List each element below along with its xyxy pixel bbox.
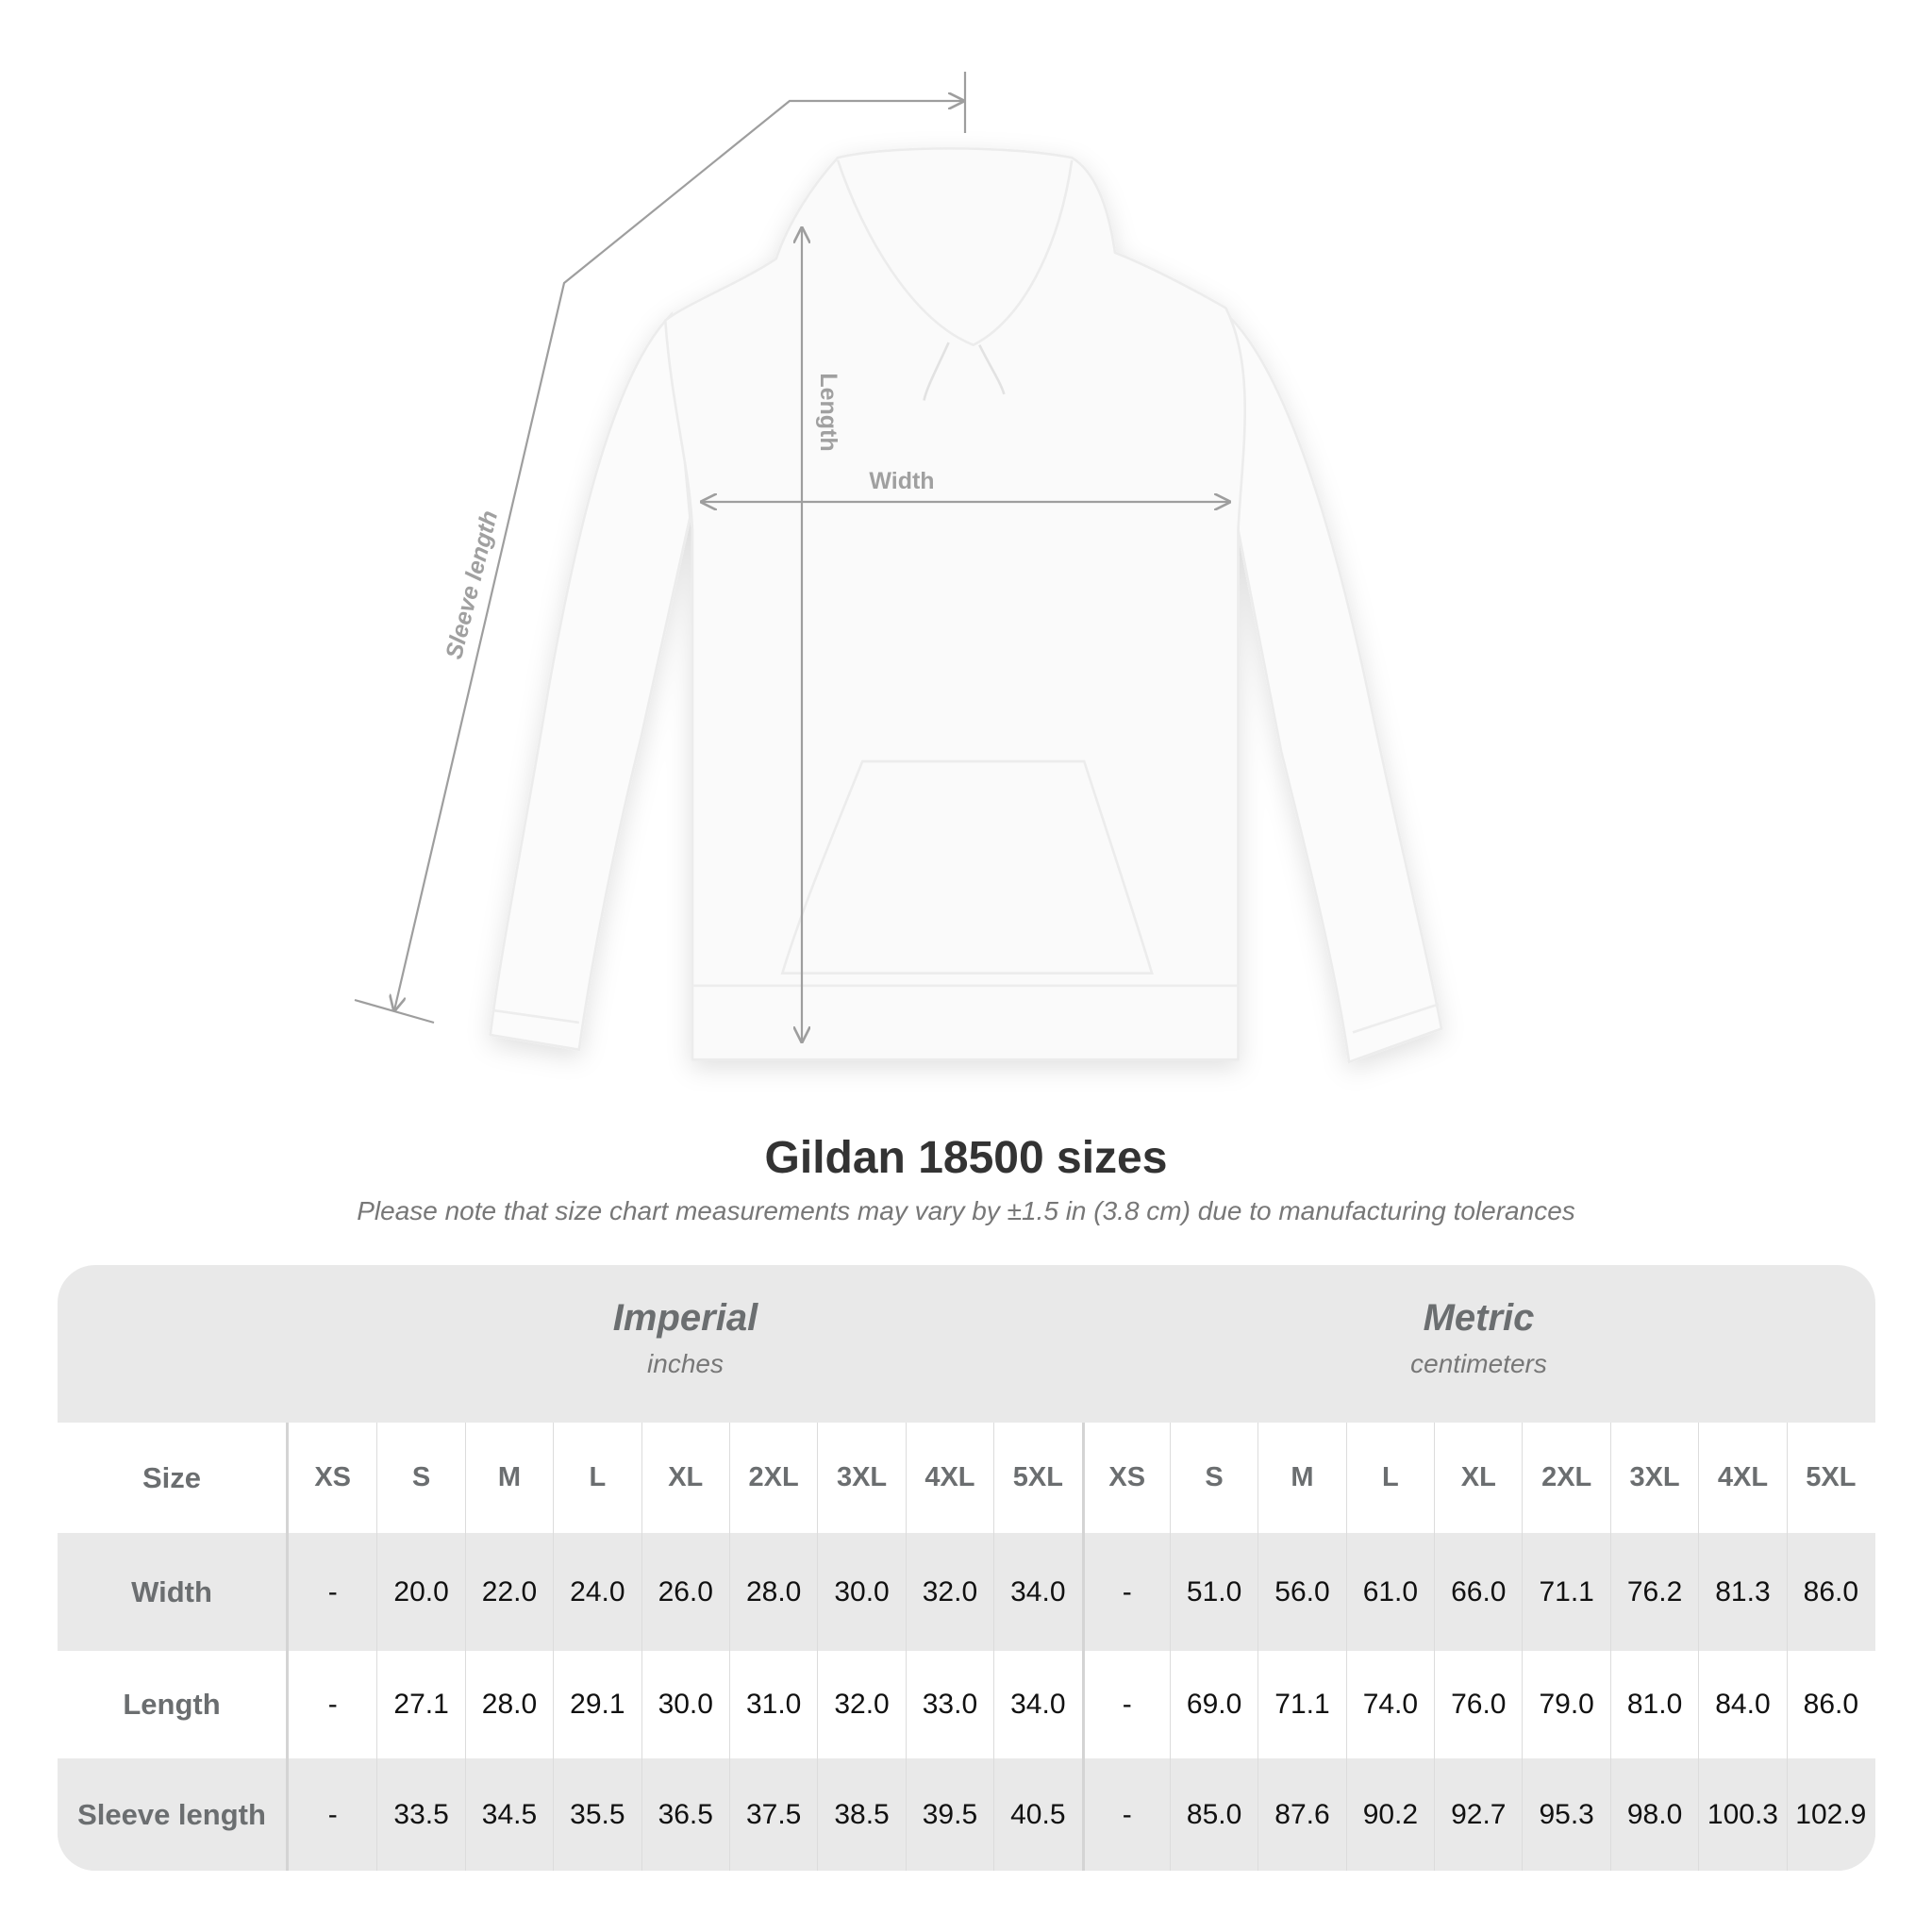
imperial-unit: inches (647, 1349, 724, 1378)
metric-value-cell: 81.0 (1609, 1651, 1698, 1758)
metric-value-cell: 87.6 (1257, 1758, 1345, 1871)
metric-value-cell: 81.3 (1698, 1533, 1786, 1651)
table-row-sleeve-length: Sleeve length - 33.5 34.5 35.5 36.5 37.5 38.5 39… (58, 1758, 1875, 1871)
metric-value-cell: 71.1 (1257, 1651, 1345, 1758)
metric-value-cell: 84.0 (1698, 1651, 1786, 1758)
imperial-size-header: XS (314, 1462, 352, 1492)
imperial-value-cell: 27.1 (376, 1651, 464, 1758)
imperial-size-header: L (553, 1423, 641, 1533)
row-label: Width (58, 1533, 289, 1651)
imperial-value-cell: 32.0 (905, 1533, 993, 1651)
imperial-title: Imperial (612, 1297, 758, 1339)
metric-value-cell: 79.0 (1522, 1651, 1609, 1758)
metric-value-cell: 102.9 (1786, 1758, 1874, 1871)
imperial-value-cell: 40.5 (993, 1758, 1081, 1871)
metric-value-cell: 76.0 (1434, 1651, 1522, 1758)
imperial-value-cell: 20.0 (376, 1533, 464, 1651)
table-row-length: Length -27.1 28.0 29.1 30.0 31.0 32.0 33.0 34.0-… (58, 1651, 1875, 1758)
imperial-value-cell: 36.5 (641, 1758, 729, 1871)
metric-value-cell: 56.0 (1257, 1533, 1345, 1651)
imperial-value-cell: 26.0 (641, 1533, 729, 1651)
imperial-value-cell: 28.0 (728, 1533, 817, 1651)
metric-value-cell: 85.0 (1169, 1758, 1257, 1871)
metric-size-header: 5XL (1786, 1423, 1874, 1533)
imperial-value-cell: 29.1 (553, 1651, 641, 1758)
measurement-lines (354, 72, 1229, 1041)
page-title: Gildan 18500 sizes (764, 1133, 1168, 1183)
metric-value-cell: 61.0 (1345, 1533, 1434, 1651)
row-label: Sleeve length (58, 1758, 289, 1871)
tolerance-note: Please note that size chart measurements… (357, 1196, 1575, 1225)
metric-size-header: 3XL (1609, 1423, 1698, 1533)
metric-value-cell: 100.3 (1698, 1758, 1786, 1871)
imperial-value-cell: 30.0 (817, 1533, 905, 1651)
imperial-value-cell: - (327, 1798, 338, 1830)
metric-size-header: 4XL (1698, 1423, 1786, 1533)
imperial-value-cell: 38.5 (817, 1758, 905, 1871)
imperial-size-header: M (464, 1423, 553, 1533)
metric-value-cell: 71.1 (1522, 1533, 1609, 1651)
imperial-size-header: 2XL (728, 1423, 817, 1533)
metric-value-cell: 66.0 (1434, 1533, 1522, 1651)
imperial-size-header: 5XL (993, 1423, 1081, 1533)
metric-value-cell: 86.0 (1786, 1533, 1874, 1651)
metric-value-cell: 92.7 (1434, 1758, 1522, 1871)
metric-value-cell: 74.0 (1345, 1651, 1434, 1758)
imperial-value-cell: - (327, 1575, 338, 1607)
imperial-value-cell: 30.0 (641, 1651, 729, 1758)
metric-size-header: S (1169, 1423, 1257, 1533)
imperial-value-cell: 39.5 (905, 1758, 993, 1871)
imperial-size-header: 4XL (905, 1423, 993, 1533)
imperial-size-header: XL (641, 1423, 729, 1533)
metric-value-cell: 95.3 (1522, 1758, 1609, 1871)
metric-value-cell: 51.0 (1169, 1533, 1257, 1651)
imperial-header: Imperial inches (289, 1265, 1082, 1423)
imperial-value-cell: 31.0 (728, 1651, 817, 1758)
imperial-value-cell: 33.5 (376, 1758, 464, 1871)
metric-value-cell: - (1081, 1758, 1170, 1871)
metric-unit: centimeters (1410, 1349, 1547, 1378)
metric-size-header: XL (1434, 1423, 1522, 1533)
metric-value-cell: 76.2 (1609, 1533, 1698, 1651)
imperial-value-cell: 34.5 (464, 1758, 553, 1871)
imperial-size-header: S (376, 1423, 464, 1533)
row-label: Size (58, 1423, 289, 1533)
imperial-value-cell: 34.0 (993, 1651, 1081, 1758)
imperial-value-cell: 33.0 (905, 1651, 993, 1758)
metric-value-cell: 98.0 (1609, 1758, 1698, 1871)
table-row-width: Width -20.0 22.0 24.0 26.0 28.0 30.0 32.0 34.0-5… (58, 1533, 1875, 1651)
imperial-value-cell: 32.0 (817, 1651, 905, 1758)
metric-header: Metric centimeters (1082, 1265, 1875, 1423)
metric-size-header: XS (1081, 1423, 1170, 1533)
imperial-size-header: 3XL (817, 1423, 905, 1533)
metric-value-cell: 69.0 (1169, 1651, 1257, 1758)
size-chart-table: Imperial inches Metric centimeters Size X… (58, 1265, 1875, 1871)
metric-value-cell: 90.2 (1345, 1758, 1434, 1871)
imperial-value-cell: - (327, 1689, 338, 1720)
imperial-value-cell: 22.0 (464, 1533, 553, 1651)
metric-value-cell: - (1081, 1651, 1170, 1758)
imperial-value-cell: 24.0 (553, 1533, 641, 1651)
hoodie-measurement-diagram: Sleeve length Length Width (354, 72, 1443, 1064)
imperial-value-cell: 34.0 (993, 1533, 1081, 1651)
metric-value-cell: 86.0 (1786, 1651, 1874, 1758)
metric-value-cell: - (1081, 1533, 1170, 1651)
metric-title: Metric (1423, 1297, 1535, 1339)
imperial-value-cell: 37.5 (728, 1758, 817, 1871)
length-label: Length (815, 373, 841, 451)
width-label: Width (869, 468, 934, 494)
imperial-value-cell: 35.5 (553, 1758, 641, 1871)
row-label: Length (58, 1651, 289, 1758)
hoodie-image (489, 147, 1443, 1064)
metric-size-header: 2XL (1522, 1423, 1609, 1533)
metric-size-header: M (1257, 1423, 1345, 1533)
imperial-value-cell: 28.0 (464, 1651, 553, 1758)
metric-size-header: L (1345, 1423, 1434, 1533)
size-header-row: Size XS S M L XL 2XL 3XL 4XL 5XL XS S M L XL 2XL 3XL 4XL 5… (58, 1423, 1875, 1533)
